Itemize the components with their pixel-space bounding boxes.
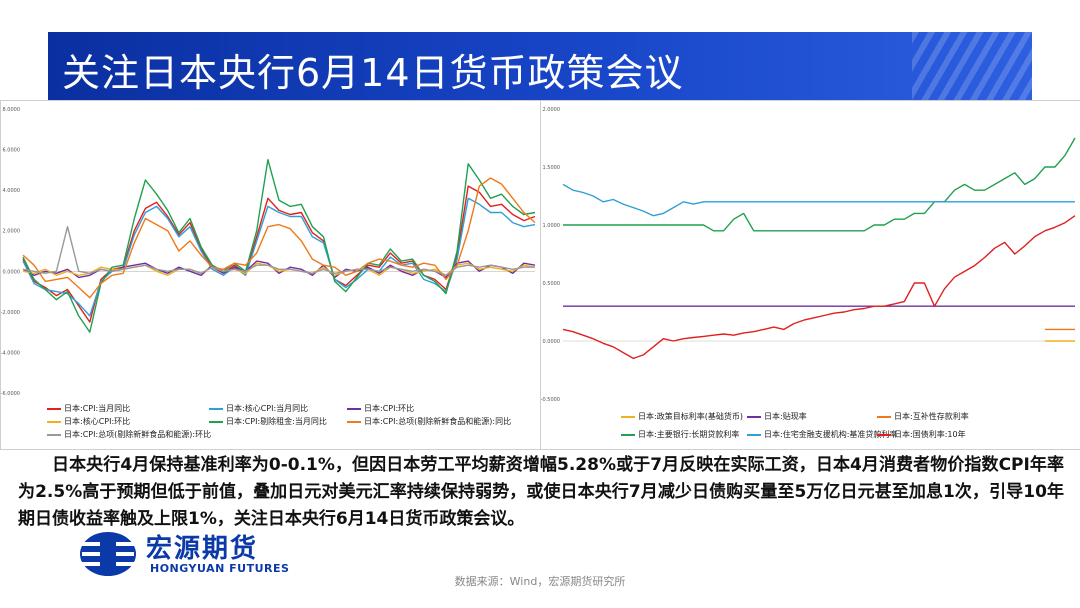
legend-swatch	[47, 420, 61, 423]
legend-item: 日本:CPI:总项(剔除新鲜食品和能源):同比	[347, 416, 511, 427]
legend-swatch	[747, 415, 761, 418]
legend-item: 日本:互补性存款利率	[877, 411, 969, 422]
y-tick-label: -6.0000	[1, 391, 20, 397]
series-line-6	[22, 226, 535, 276]
series-line-1	[22, 197, 536, 317]
y-tick-label: -0.5000	[541, 397, 560, 403]
legend-item: 日本:CPI:环比	[347, 403, 414, 414]
y-tick-label: 1.0000	[543, 223, 561, 229]
y-tick-label: 2.0000	[543, 107, 561, 113]
legend-swatch	[877, 415, 891, 418]
legend-label: 日本:CPI:环比	[364, 404, 415, 413]
legend-item: 日本:CPI:总项(剔除新鲜食品和能源):环比	[47, 429, 211, 440]
y-tick-label: 0.5000	[543, 281, 561, 287]
series-line-4	[562, 183, 1075, 217]
title-bar: 关注日本央行6月14日货币政策会议	[48, 32, 1032, 104]
legend-item: 日本:政策目标利率(基础货币)	[621, 411, 743, 422]
legend-item: 日本:核心CPI:环比	[47, 416, 130, 427]
legend-label: 日本:贴现率	[764, 412, 807, 421]
y-tick-label: 4.0000	[3, 188, 21, 194]
legend-label: 日本:CPI:剔除租金:当月同比	[226, 417, 327, 426]
legend-label: 日本:互补性存款利率	[894, 412, 969, 421]
legend-label: 日本:住宅金融支援机构:基准贷款利率	[764, 430, 898, 439]
legend-item: 日本:CPI:剔除租金:当月同比	[209, 416, 327, 427]
series-line-4	[22, 159, 536, 333]
legend-item: 日本:贴现率	[747, 411, 807, 422]
page-title: 关注日本央行6月14日货币政策会议	[62, 51, 684, 95]
rates-chart-panel: 2.0000 1.5000 1.0000 0.5000 0.0000 -0.5000 日本…	[540, 100, 1080, 450]
y-tick-label: 2.0000	[3, 229, 21, 235]
rates-chart: 2.0000 1.5000 1.0000 0.5000 0.0000 -0.5000	[541, 107, 1076, 403]
legend-swatch	[47, 407, 61, 410]
y-tick-label: -2.0000	[1, 310, 20, 316]
legend-item: 日本:住宅金融支援机构:基准贷款利率	[747, 429, 897, 440]
series-line-5	[22, 177, 536, 299]
legend-item: 日本:核心CPI:当月同比	[209, 403, 308, 414]
legend-label: 日本:核心CPI:当月同比	[226, 404, 309, 413]
y-tick-label: -4.0000	[1, 350, 20, 356]
y-tick-label: 0.0000	[543, 339, 561, 345]
legend-swatch	[209, 407, 223, 410]
body-paragraph: 日本央行4月保持基准利率为0-0.1%，但因日本劳工平均薪资增幅5.28%或于7…	[18, 455, 1064, 529]
legend-swatch	[621, 415, 635, 418]
legend-label: 日本:国债利率:10年	[894, 430, 966, 439]
legend-label: 日本:主要银行:长期贷款利率	[638, 430, 740, 439]
logo-text-en: HONGYUAN FUTURES	[150, 562, 290, 575]
series-line-3	[563, 137, 1076, 232]
y-tick-label: 6.0000	[3, 148, 21, 154]
y-tick-label: 0.0000	[3, 269, 21, 275]
logo-text-cn: 宏源期货	[146, 534, 259, 564]
legend-label: 日本:CPI:总项(剔除新鲜食品和能源):环比	[64, 430, 212, 439]
legend-swatch	[621, 433, 635, 436]
legend-swatch	[877, 433, 891, 436]
legend-item: 日本:CPI:当月同比	[47, 403, 130, 414]
legend-swatch	[347, 407, 361, 410]
legend-item: 日本:主要银行:长期贷款利率	[621, 429, 739, 440]
legend-label: 日本:CPI:总项(剔除新鲜食品和能源):同比	[364, 417, 512, 426]
legend-item: 日本:国债利率:10年	[877, 429, 966, 440]
series-line-5	[562, 215, 1076, 360]
title-stripe-decoration	[912, 32, 1032, 104]
cpi-chart: 8.0000 6.0000 4.0000 2.0000 0.0000 -2.0000 -4.…	[1, 107, 536, 397]
logo-mark-icon	[80, 532, 136, 576]
data-source-note: 数据来源：Wind，宏源期货研究所	[454, 575, 626, 588]
legend-swatch	[209, 420, 223, 423]
y-tick-label: 8.0000	[3, 107, 21, 113]
cpi-chart-panel: 8.0000 6.0000 4.0000 2.0000 0.0000 -2.0000 -4.…	[0, 100, 542, 450]
legend-swatch	[47, 433, 61, 436]
y-tick-label: 1.5000	[543, 165, 561, 171]
legend-label: 日本:核心CPI:环比	[64, 417, 131, 426]
legend-label: 日本:CPI:当月同比	[64, 404, 131, 413]
legend-swatch	[347, 420, 361, 423]
legend-label: 日本:政策目标利率(基础货币)	[638, 412, 743, 421]
legend-swatch	[747, 433, 761, 436]
company-logo: 宏源期货 HONGYUAN FUTURES	[78, 528, 318, 578]
